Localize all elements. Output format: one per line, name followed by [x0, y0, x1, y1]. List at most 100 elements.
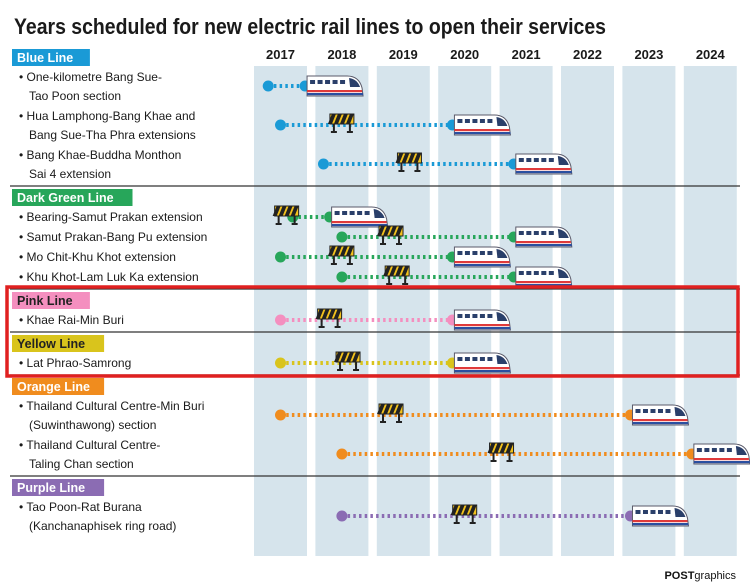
credit: POSTgraphics [664, 570, 736, 582]
roadblock-icon [450, 504, 478, 524]
route-row: • Samut Prakan-Bang Pu extension [19, 225, 573, 248]
route-row: • Khu Khot-Lam Luk Ka extension [19, 265, 573, 288]
train-icon [331, 206, 389, 228]
credit-bold: POST [664, 570, 694, 582]
route-row: • One-kilometre Bang Sue- Tao Poon sectio… [19, 70, 364, 103]
roadblock-icon [315, 308, 343, 328]
route-label: Tao Poon section [29, 89, 121, 103]
train-icon [453, 309, 511, 331]
year-label: 2020 [450, 47, 479, 62]
route-row: • Thailand Cultural Centre- Taling Chan s… [19, 438, 750, 471]
year-column [254, 66, 307, 556]
train-icon [631, 404, 690, 426]
year-column [376, 66, 430, 556]
start-dot [275, 119, 286, 131]
route-row: • Khae Rai-Min Buri [19, 308, 511, 331]
roadblock-icon [383, 265, 410, 285]
route-row: • Thailand Cultural Centre-Min Buri (Suwi… [19, 399, 690, 432]
train-icon [306, 75, 364, 97]
route-label: • Khu Khot-Lam Luk Ka extension [19, 270, 199, 284]
train-icon [693, 443, 750, 465]
train-icon [453, 246, 511, 268]
roadblock-icon [272, 205, 300, 225]
route-label: • Khae Rai-Min Buri [19, 313, 124, 327]
highlight-frame [5, 285, 740, 378]
roadblock-icon [327, 245, 355, 265]
line-label-bg [12, 189, 133, 206]
line-name: Dark Green Line [17, 191, 114, 205]
line-group: Orange Line • Thailand Cultural Centre-Mi… [10, 378, 750, 477]
line-group: Yellow Line • Lat Phrao-Samrong [10, 335, 740, 376]
start-dot [317, 158, 329, 170]
year-label: 2024 [696, 47, 726, 62]
start-dot [336, 448, 348, 460]
line-group: Dark Green Line • Bearing-Samut Prakan ex… [10, 189, 740, 290]
route-label: Bang Sue-Tha Phra extensions [29, 128, 196, 142]
route-row: • Hua Lamphong-Bang Khae and Bang Sue-Tha… [19, 109, 511, 142]
year-label: 2017 [266, 47, 295, 62]
route-label: • Mo Chit-Khu Khot extension [19, 250, 176, 264]
start-dot [336, 271, 348, 283]
line-label-bg [12, 292, 90, 309]
line-name: Blue Line [17, 51, 73, 65]
roadblock-icon [377, 225, 404, 245]
route-label: (Suwinthawong) section [29, 418, 156, 432]
route-row: • Mo Chit-Khu Khot extension [19, 245, 511, 268]
route-label: • Bang Khae-Buddha Monthon [19, 148, 181, 162]
line-label-bg [12, 479, 105, 496]
route-label: • Hua Lamphong-Bang Khae and [19, 109, 195, 123]
route-row: • Bearing-Samut Prakan extension [19, 205, 389, 228]
route-label: • Bearing-Samut Prakan extension [19, 210, 203, 224]
roadblock-icon [334, 351, 361, 371]
line-group: Blue Line • One-kilometre Bang Sue- Tao Po… [10, 49, 740, 187]
start-dot [275, 409, 286, 421]
year-column [561, 66, 614, 556]
line-label-bg [12, 49, 90, 66]
route-label: • Lat Phrao-Samrong [19, 356, 131, 370]
chart-title: Years scheduled for new electric rail li… [14, 14, 606, 39]
roadblock-icon [377, 403, 404, 423]
start-dot [336, 231, 348, 243]
route-label: • Thailand Cultural Centre-Min Buri [19, 399, 204, 413]
line-label-bg [12, 335, 105, 352]
train-icon [453, 352, 511, 374]
line-group: Pink Line • Khae Rai-Min Buri [10, 292, 740, 333]
line-name: Yellow Line [17, 337, 85, 351]
year-label: 2023 [634, 47, 663, 62]
line-name: Orange Line [17, 380, 90, 394]
roadblock-icon [487, 442, 515, 462]
route-label: Sai 4 extension [29, 167, 111, 181]
route-label: • One-kilometre Bang Sue- [19, 70, 162, 84]
year-column [622, 66, 676, 556]
year-label: 2019 [389, 47, 418, 62]
route-label: (Kanchanaphisek ring road) [29, 519, 176, 533]
route-row: • Tao Poon-Rat Burana (Kanchanaphisek rin… [19, 500, 690, 533]
route-label: Taling Chan section [29, 457, 134, 471]
year-label: 2018 [327, 47, 356, 62]
roadblock-icon [395, 152, 422, 172]
train-icon [515, 266, 573, 288]
line-name: Purple Line [17, 481, 85, 495]
line-label-bg [12, 378, 105, 395]
timeline-rows: Blue Line • One-kilometre Bang Sue- Tao Po… [10, 49, 750, 533]
highlight-layer [5, 285, 740, 378]
start-dot [275, 357, 286, 369]
route-label: • Tao Poon-Rat Burana [19, 500, 142, 514]
train-icon [453, 114, 511, 136]
route-row: • Bang Khae-Buddha Monthon Sai 4 extensio… [19, 148, 573, 181]
credit-regular: graphics [694, 570, 736, 582]
start-dot [275, 251, 286, 263]
train-icon [631, 505, 690, 527]
train-icon [515, 153, 573, 175]
train-icon [515, 226, 573, 248]
roadblock-icon [327, 113, 355, 133]
year-label: 2021 [512, 47, 541, 62]
start-dot [275, 314, 286, 326]
line-name: Pink Line [17, 294, 73, 308]
route-row: • Lat Phrao-Samrong [19, 351, 511, 374]
year-column [499, 66, 553, 556]
line-group: Purple Line • Tao Poon-Rat Burana (Kanchan… [12, 479, 690, 533]
year-column [683, 66, 737, 556]
start-dot [336, 510, 348, 522]
